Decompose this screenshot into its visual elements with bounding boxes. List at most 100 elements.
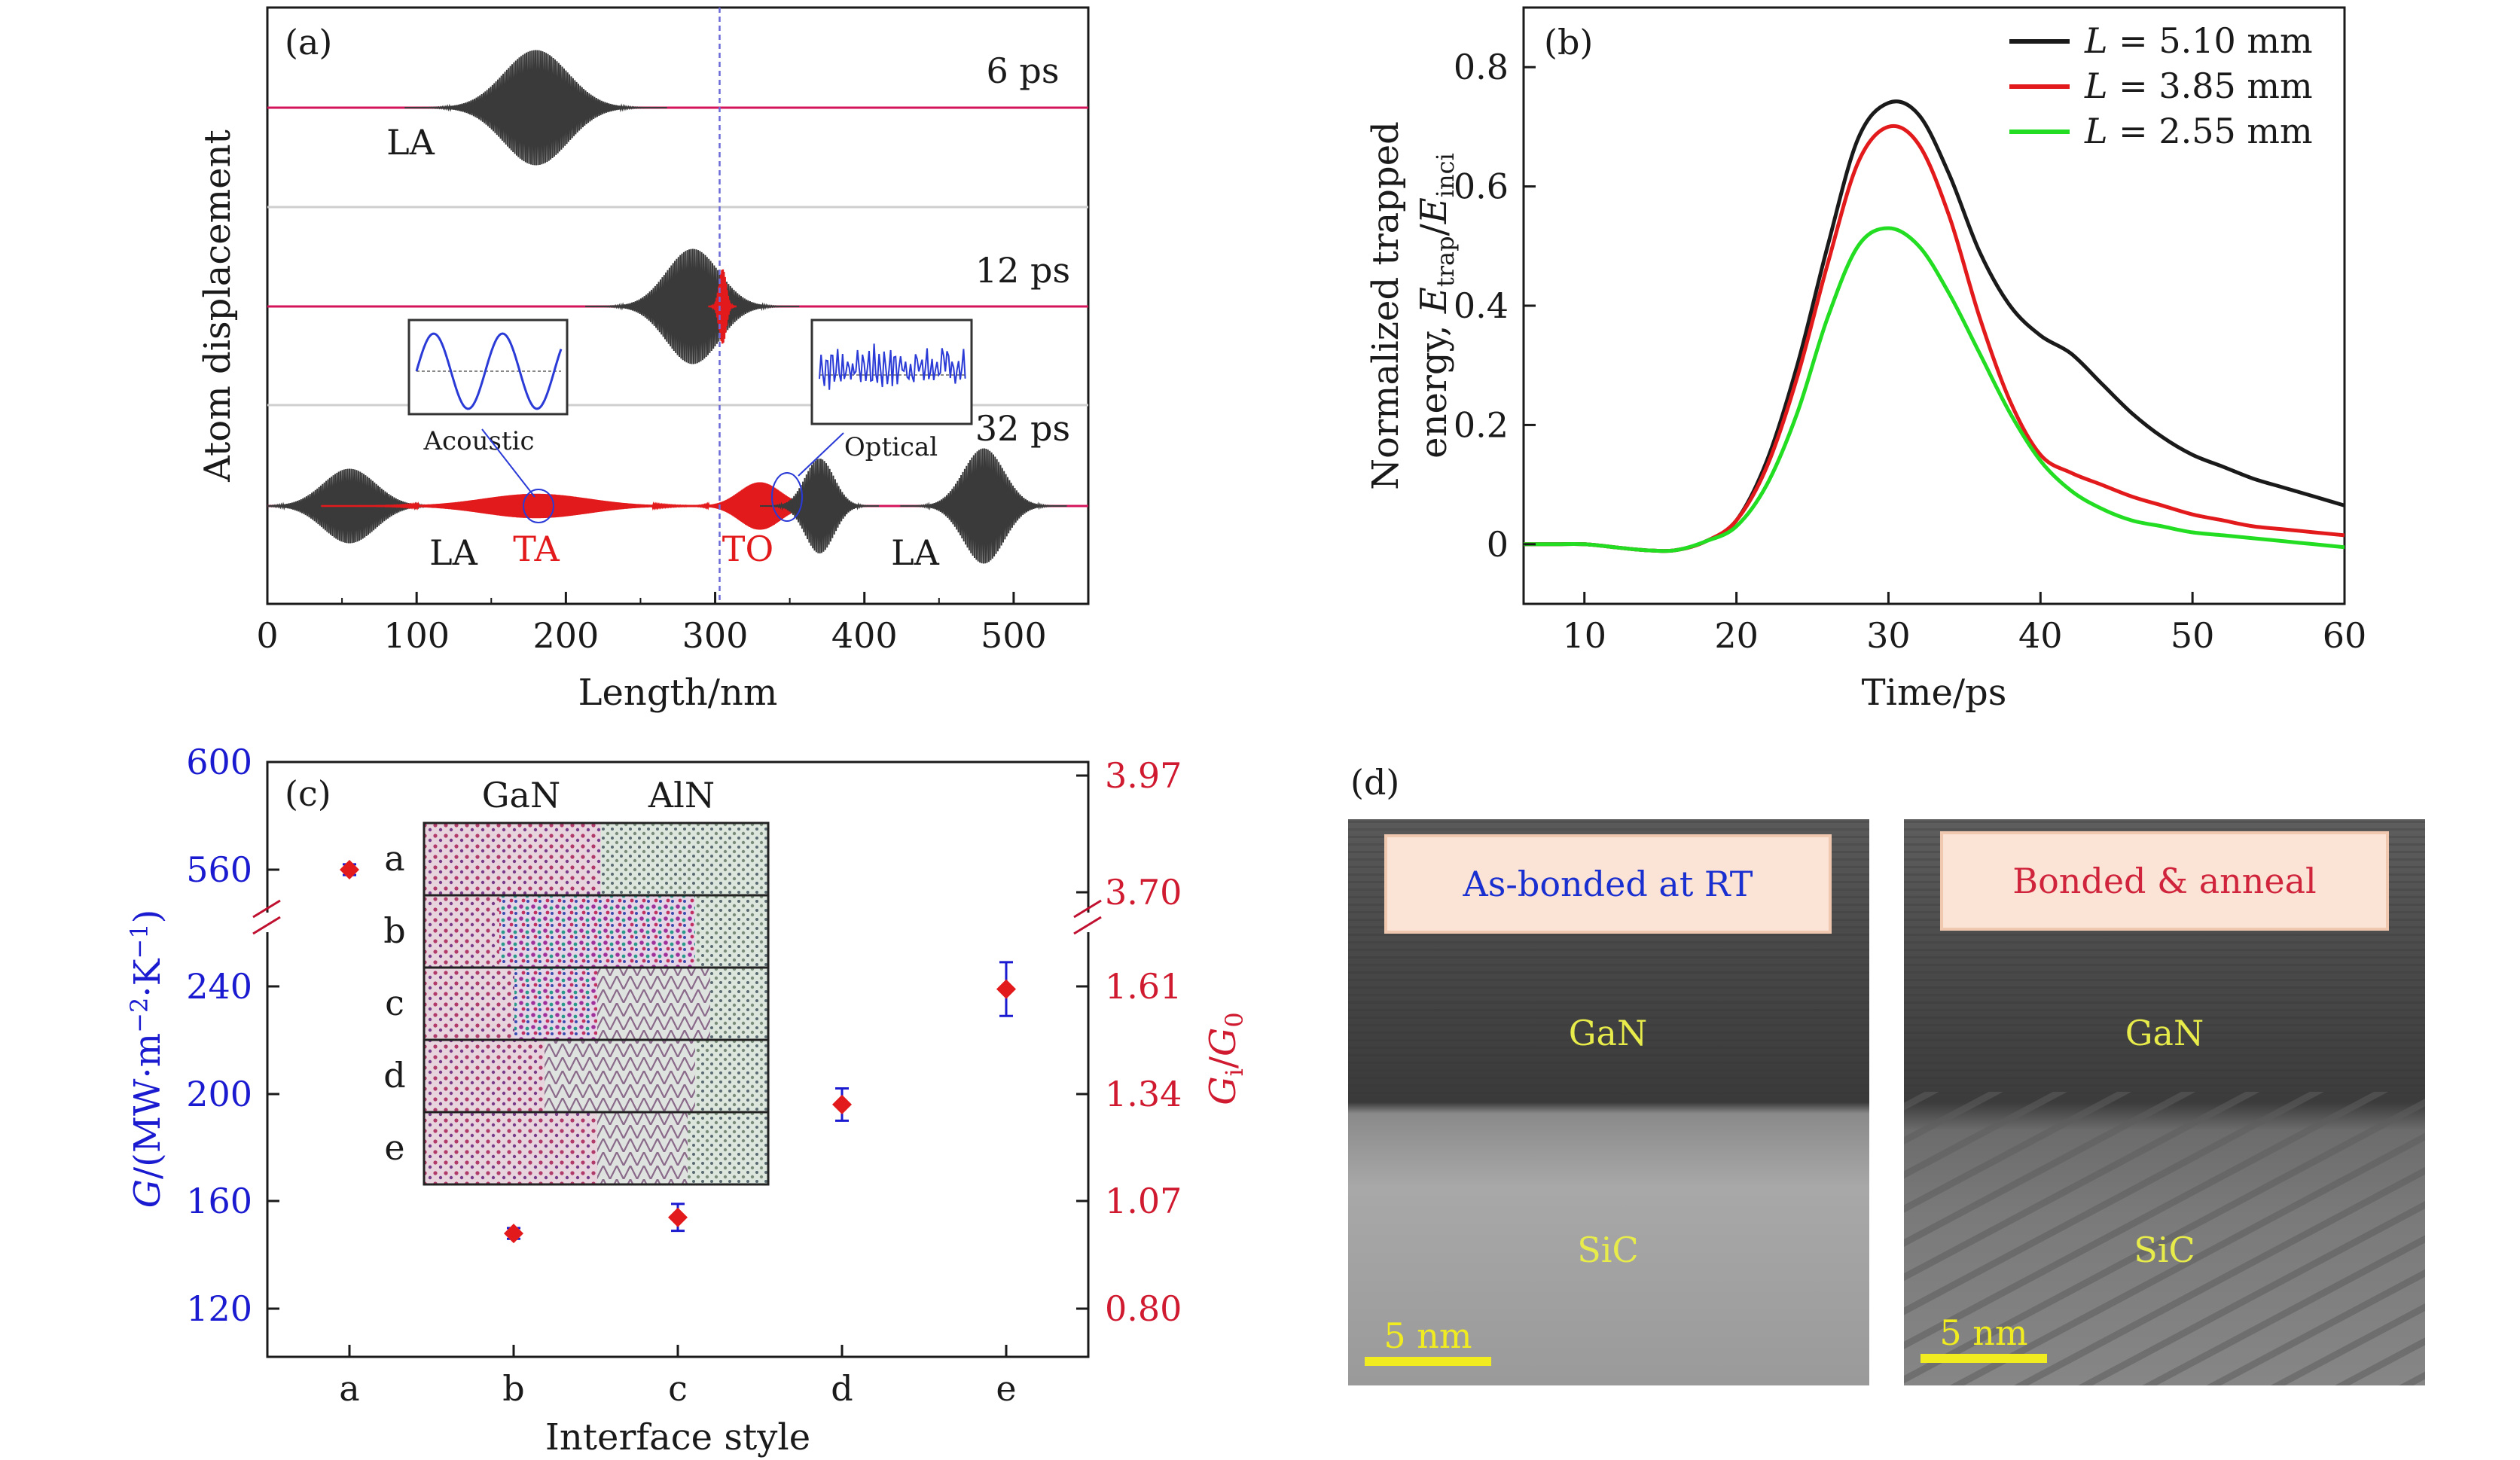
panel-a: 0 100 200 300 400 500 (a) Length/nm Atom disp… <box>197 6 1090 714</box>
x-tick-label-100: 100 <box>383 615 450 656</box>
y-right-tick-label-1.34: 1.34 <box>1105 1074 1182 1114</box>
data-point-e <box>996 979 1016 999</box>
y-tick-label-0.6: 0.6 <box>1454 166 1509 207</box>
mode-label-to: TO <box>722 529 773 569</box>
panel-b-legend: L = 5.10 mm L = 3.85 mm L = 2.55 mm <box>2009 20 2313 151</box>
x-tick-label-500: 500 <box>981 615 1047 656</box>
series-line-510 <box>1524 99 2345 553</box>
legend-label-2-55: L = 2.55 mm <box>2084 111 2313 151</box>
inset-row-c <box>424 968 768 1040</box>
panel-b-y-label: Normalized trapped energy, Etrap/Einci <box>1365 121 1460 490</box>
tem-title-box-1 <box>1384 834 1832 934</box>
axis-break-left <box>252 899 281 935</box>
data-point-d <box>832 1094 852 1114</box>
inset-row-b <box>424 895 768 968</box>
wave-packet-6ps-la-0 <box>404 50 667 166</box>
legend-label-3-85: L = 3.85 mm <box>2084 66 2313 106</box>
tem-layer-sic-2: SiC <box>2134 1230 2195 1270</box>
x-tick-label-d: d <box>831 1368 853 1409</box>
x-tick-label-c: c <box>668 1368 688 1409</box>
scale-bar-1 <box>1365 1357 1491 1366</box>
x-tick-label-300: 300 <box>682 615 749 656</box>
wave-packet-32ps-la-4 <box>900 448 1067 564</box>
panel-c-label: (c) <box>285 773 331 814</box>
scale-label-2: 5 nm <box>1939 1312 2027 1353</box>
panel-a-y-label: Atom displacement <box>197 130 239 483</box>
interface-structure-inset: GaN AlN <box>383 775 770 1186</box>
data-point-b <box>504 1224 523 1244</box>
panel-c-y-label-right: Gi/G0 <box>1202 1012 1249 1105</box>
panel-b-y-label-line1: Normalized trapped <box>1365 121 1407 490</box>
tem-title-2: Bonded & anneal <box>2012 861 2316 901</box>
panel-b-x-label: Time/ps <box>1862 672 2007 714</box>
panel-c-data-points <box>340 860 1016 1244</box>
panel-b-label: (b) <box>1544 22 1593 62</box>
inset-acoustic-wave <box>415 332 563 410</box>
inset-optical: Optical <box>771 319 973 522</box>
tem-layer-gan-2: GaN <box>2125 1013 2204 1053</box>
inset-row-a <box>424 823 768 895</box>
y-tick-label-0: 0 <box>1487 524 1509 565</box>
scale-bar-2 <box>1921 1354 2047 1363</box>
y-tick-label-0.2: 0.2 <box>1454 404 1509 445</box>
y-left-tick-label-200: 200 <box>186 1074 252 1114</box>
x-tick-label-e: e <box>996 1368 1016 1409</box>
data-point-c <box>668 1207 688 1227</box>
y-right-tick-label-3.70: 3.70 <box>1105 872 1182 913</box>
mode-label-la-6ps: LA <box>386 122 435 163</box>
panel-a-x-label: Length/nm <box>578 672 778 714</box>
series-line-385 <box>1524 123 2345 553</box>
mode-label-ta: TA <box>513 529 560 569</box>
axis-break-right <box>1073 899 1102 935</box>
panel-b-y-label-line2: energy, Etrap/Einci <box>1413 153 1460 459</box>
x-tick-label-60: 60 <box>2323 615 2367 656</box>
inset-optical-pointer <box>798 432 844 477</box>
wave-packet-12ps-la-0 <box>585 248 800 364</box>
panel-a-plot-area <box>267 8 1088 604</box>
y-left-tick-label-120: 120 <box>186 1288 252 1329</box>
inset-row-label-e: e <box>384 1127 404 1168</box>
y-left-tick-label-240: 240 <box>186 966 252 1007</box>
inset-row-label-a: a <box>384 838 404 879</box>
x-tick-label-0: 0 <box>256 615 278 656</box>
inset-acoustic: Acoustic <box>407 319 569 523</box>
y-tick-label-0.4: 0.4 <box>1454 285 1509 326</box>
panel-a-x-axis: 0 100 200 300 400 500 <box>256 592 1047 656</box>
tem-layer-sic-1: SiC <box>1577 1230 1638 1270</box>
panel-c-axes: 600 560 240 200 160 120 3.97 3.70 1.61 1.34 1.07 0.… <box>186 742 1182 1409</box>
panel-d: (d) As-bonded at RT GaN SiC 5 nm Bonded … <box>1348 762 2425 1385</box>
inset-row-label-d: d <box>383 1055 405 1096</box>
y-right-tick-label-3.97: 3.97 <box>1105 755 1182 796</box>
tem-image-as-bonded: As-bonded at RT GaN SiC 5 nm <box>1348 819 1869 1385</box>
inset-row-d <box>424 1040 768 1112</box>
x-tick-label-b: b <box>502 1368 524 1409</box>
inset-header-gan: GaN <box>482 775 560 815</box>
data-point-a <box>340 860 359 879</box>
panel-b-plot-area <box>1524 99 2345 553</box>
series-label-32ps: 32 ps <box>975 408 1070 449</box>
tem-layer-gan-1: GaN <box>1569 1013 1647 1053</box>
y-tick-label-0.8: 0.8 <box>1454 47 1509 87</box>
tem-image-annealed: Bonded & anneal GaN SiC 5 nm <box>1904 819 2425 1385</box>
legend-label-5-10: L = 5.10 mm <box>2084 20 2313 61</box>
wave-packet-32ps-la-3 <box>760 459 880 554</box>
y-left-tick-label-600: 600 <box>186 742 252 782</box>
x-tick-label-50: 50 <box>2171 615 2215 656</box>
inset-row-label-c: c <box>385 983 404 1023</box>
series-label-6ps: 6 ps <box>987 50 1060 91</box>
series-line-255 <box>1524 226 2345 553</box>
inset-acoustic-pointer <box>481 428 535 498</box>
panel-c-x-label: Interface style <box>545 1416 810 1458</box>
x-tick-label-20: 20 <box>1714 615 1759 656</box>
tem-title-box-2 <box>1940 831 2389 931</box>
x-tick-label-a: a <box>339 1368 359 1409</box>
panel-b: 10 20 30 40 50 60 0 0.2 0.4 0.6 0.8 (b) Time/ps No… <box>1365 6 2366 714</box>
y-left-tick-label-160: 160 <box>186 1181 252 1221</box>
inset-optical-label: Optical <box>844 432 938 462</box>
panel-b-axes: 10 20 30 40 50 60 0 0.2 0.4 0.6 0.8 <box>1454 47 2366 656</box>
y-left-tick-label-560: 560 <box>186 849 252 890</box>
series-label-12ps: 12 ps <box>975 250 1070 291</box>
x-tick-label-400: 400 <box>831 615 898 656</box>
panel-a-label: (a) <box>285 22 332 62</box>
